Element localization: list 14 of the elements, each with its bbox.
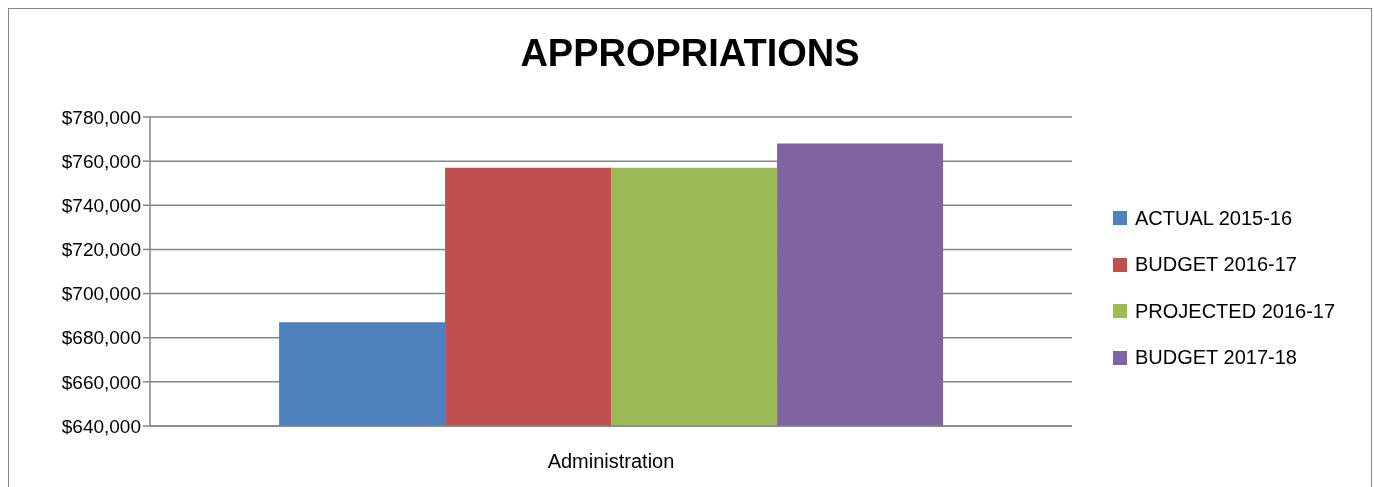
y-tick-label: $700,000: [61, 283, 141, 305]
legend-label: ACTUAL 2015-16: [1135, 206, 1293, 230]
y-tick-label: $740,000: [61, 195, 141, 217]
y-tick-label: $720,000: [61, 239, 141, 261]
y-tick-label: $760,000: [61, 150, 141, 172]
legend-label: PROJECTED 2016-17: [1135, 299, 1336, 323]
x-tick-label: Administration: [547, 450, 675, 473]
y-tick-label: $680,000: [61, 327, 141, 349]
y-tick-label: $640,000: [61, 415, 141, 437]
legend-label: BUDGET 2017-18: [1135, 346, 1297, 370]
y-tick-label: $660,000: [61, 371, 141, 393]
y-tick-label: $780,000: [61, 106, 141, 128]
legend-label: BUDGET 2016-17: [1135, 253, 1297, 277]
chart-title: APPROPRIATIONS: [519, 31, 861, 76]
